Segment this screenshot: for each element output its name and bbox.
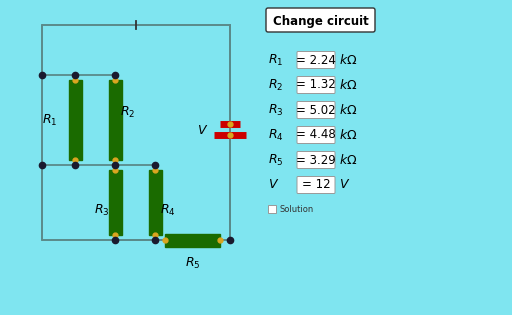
Text: $R_2$: $R_2$ xyxy=(120,105,135,120)
FancyBboxPatch shape xyxy=(297,77,335,94)
FancyBboxPatch shape xyxy=(297,176,335,193)
Text: $k\Omega$: $k\Omega$ xyxy=(339,103,357,117)
Text: $k\Omega$: $k\Omega$ xyxy=(339,153,357,167)
Text: $R_3$: $R_3$ xyxy=(94,203,110,218)
Text: $R_1$: $R_1$ xyxy=(41,112,57,128)
Text: = 1.32: = 1.32 xyxy=(296,78,336,91)
Bar xyxy=(109,170,121,235)
Text: $k\Omega$: $k\Omega$ xyxy=(339,53,357,67)
Text: $R_1$: $R_1$ xyxy=(268,53,284,67)
FancyBboxPatch shape xyxy=(297,101,335,118)
Text: Solution: Solution xyxy=(279,205,313,215)
Bar xyxy=(148,170,161,235)
Text: $R_4$: $R_4$ xyxy=(268,128,284,143)
Text: $R_5$: $R_5$ xyxy=(185,256,200,271)
Text: = 2.24: = 2.24 xyxy=(296,54,336,66)
Text: $R_3$: $R_3$ xyxy=(268,102,284,117)
Bar xyxy=(165,233,220,247)
Text: $R_4$: $R_4$ xyxy=(160,203,176,218)
Text: $R_2$: $R_2$ xyxy=(268,77,283,93)
Text: $V$: $V$ xyxy=(339,179,350,192)
Text: $R_5$: $R_5$ xyxy=(268,152,284,168)
Text: $k\Omega$: $k\Omega$ xyxy=(339,78,357,92)
Text: Change circuit: Change circuit xyxy=(272,14,368,27)
Bar xyxy=(268,205,276,213)
Text: $V$: $V$ xyxy=(197,123,208,136)
FancyBboxPatch shape xyxy=(297,127,335,144)
Text: = 12: = 12 xyxy=(302,179,330,192)
Text: = 5.02: = 5.02 xyxy=(296,104,336,117)
Bar xyxy=(109,80,121,160)
Text: = 3.29: = 3.29 xyxy=(296,153,336,167)
Bar xyxy=(69,80,81,160)
FancyBboxPatch shape xyxy=(297,152,335,169)
Text: $k\Omega$: $k\Omega$ xyxy=(339,128,357,142)
FancyBboxPatch shape xyxy=(266,8,375,32)
Text: $V$: $V$ xyxy=(268,179,279,192)
FancyBboxPatch shape xyxy=(297,51,335,68)
Text: = 4.48: = 4.48 xyxy=(296,129,336,141)
